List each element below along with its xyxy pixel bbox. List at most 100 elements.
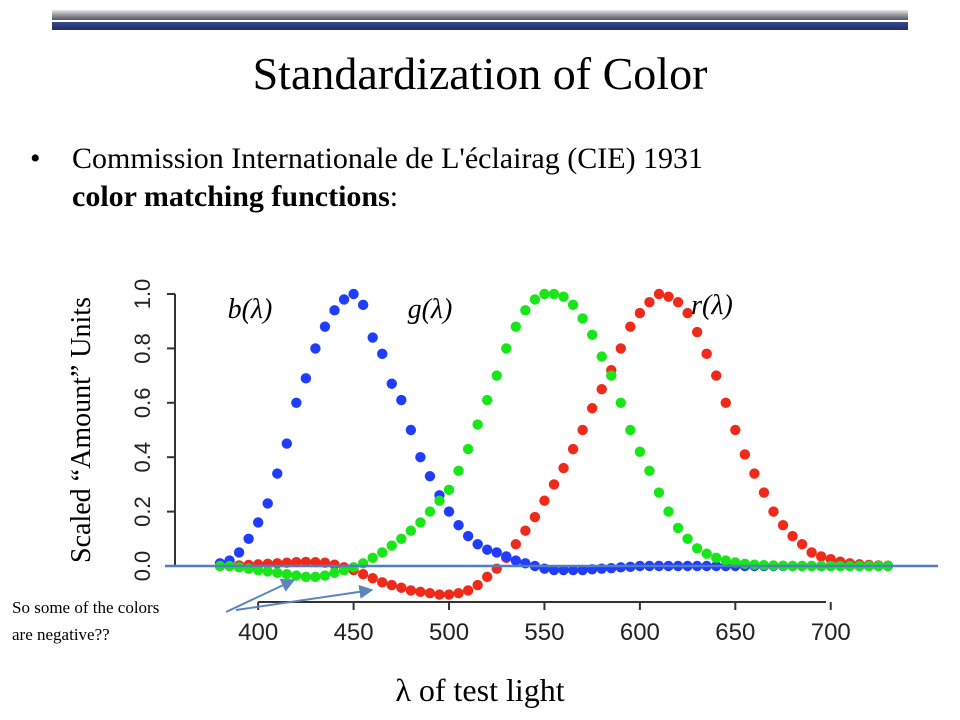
data-point	[233, 547, 245, 558]
data-point	[644, 465, 655, 476]
data-point	[777, 520, 789, 531]
data-point	[348, 288, 359, 300]
data-point	[625, 321, 636, 332]
curve-label: b(λ)	[228, 294, 273, 325]
data-point	[548, 288, 560, 300]
data-point	[510, 555, 522, 566]
data-point	[501, 551, 512, 562]
data-point	[558, 462, 569, 474]
data-point	[711, 370, 722, 381]
data-point	[577, 424, 588, 436]
data-point	[357, 299, 369, 311]
data-point	[415, 517, 426, 528]
data-point	[453, 588, 464, 599]
data-point	[739, 558, 751, 570]
data-point	[653, 288, 665, 300]
data-point	[319, 570, 331, 581]
series-red	[214, 288, 894, 600]
data-point	[396, 533, 407, 544]
chart-points	[214, 288, 894, 600]
x-tick-label: 650	[715, 619, 755, 646]
data-point	[424, 588, 436, 599]
y-tick-label: 0.8	[130, 333, 155, 364]
data-point	[472, 419, 483, 430]
data-point	[768, 506, 779, 517]
data-point	[405, 424, 417, 436]
data-point	[415, 586, 426, 598]
bullet-text-main: Commission Internationale de L'éclairag …	[72, 142, 704, 175]
data-point	[701, 348, 712, 360]
data-point	[520, 305, 531, 316]
data-point	[711, 552, 722, 564]
chart-overlay: b(λ) g(λ) r(λ)	[165, 290, 938, 613]
x-axis-label: λ of test light	[395, 672, 565, 708]
data-point	[558, 564, 569, 576]
data-point	[415, 452, 426, 463]
data-point	[367, 332, 378, 343]
data-point	[396, 394, 407, 406]
data-point	[396, 582, 407, 593]
data-point	[796, 539, 808, 550]
bullet-text: Commission Internationale de L'éclairag …	[72, 140, 862, 216]
data-point	[348, 562, 359, 573]
bullet-text-tail: :	[389, 180, 399, 213]
y-tick-label: 0.4	[130, 442, 155, 473]
data-point	[739, 449, 751, 460]
data-point	[615, 397, 626, 408]
data-point	[816, 551, 827, 562]
data-point	[529, 511, 541, 523]
y-tick-label: 1.0	[130, 279, 155, 310]
data-point	[262, 498, 273, 509]
data-point	[233, 562, 245, 573]
y-tick-label: 0.6	[130, 388, 155, 419]
bullet-text-bold: color matching functions	[72, 180, 390, 213]
data-point	[606, 562, 617, 574]
data-point	[634, 307, 646, 319]
data-point	[367, 573, 378, 584]
data-point	[443, 484, 455, 496]
annotation-arrow-green	[225, 579, 296, 613]
data-point	[501, 343, 512, 354]
slide-title: Standardization of Color	[252, 48, 708, 99]
decoration-bar-light	[52, 10, 908, 20]
data-point	[663, 506, 674, 517]
data-point	[539, 288, 550, 300]
data-point	[749, 468, 760, 479]
data-point	[596, 351, 607, 362]
data-point	[272, 468, 283, 479]
data-point	[749, 559, 760, 570]
data-point	[319, 321, 331, 332]
data-point	[625, 424, 636, 436]
data-point	[434, 495, 445, 506]
annotation-arrow-red	[235, 584, 374, 611]
x-tick-label: 600	[620, 619, 660, 646]
chart-axes: 0.0 0.2 0.4 0.6 0.8 1.0 400 450 500 550 600 650 700 S…	[66, 279, 851, 646]
data-point	[300, 373, 312, 384]
data-point	[653, 487, 665, 498]
data-point	[367, 552, 378, 564]
data-point	[672, 522, 684, 534]
data-point	[691, 326, 703, 338]
data-point	[596, 384, 607, 395]
data-point	[787, 530, 798, 542]
data-point	[443, 589, 455, 600]
data-point	[491, 547, 502, 558]
data-point	[482, 571, 493, 583]
data-point	[548, 479, 560, 490]
curve-label: r(λ)	[691, 290, 733, 321]
data-point	[377, 547, 388, 558]
data-point	[615, 343, 626, 354]
data-point	[730, 424, 741, 436]
data-point	[357, 568, 369, 580]
data-point	[462, 443, 474, 455]
data-point	[472, 539, 483, 550]
data-point	[462, 585, 474, 596]
data-point	[672, 296, 684, 308]
y-axis-label: Scaled “Amount” Units	[66, 297, 97, 563]
data-point	[377, 348, 388, 360]
data-point	[567, 299, 579, 311]
data-point	[462, 530, 474, 542]
annotation-line-1: So some of the colors	[12, 598, 160, 617]
data-point	[720, 555, 731, 566]
decoration-bar-dark	[52, 22, 908, 30]
